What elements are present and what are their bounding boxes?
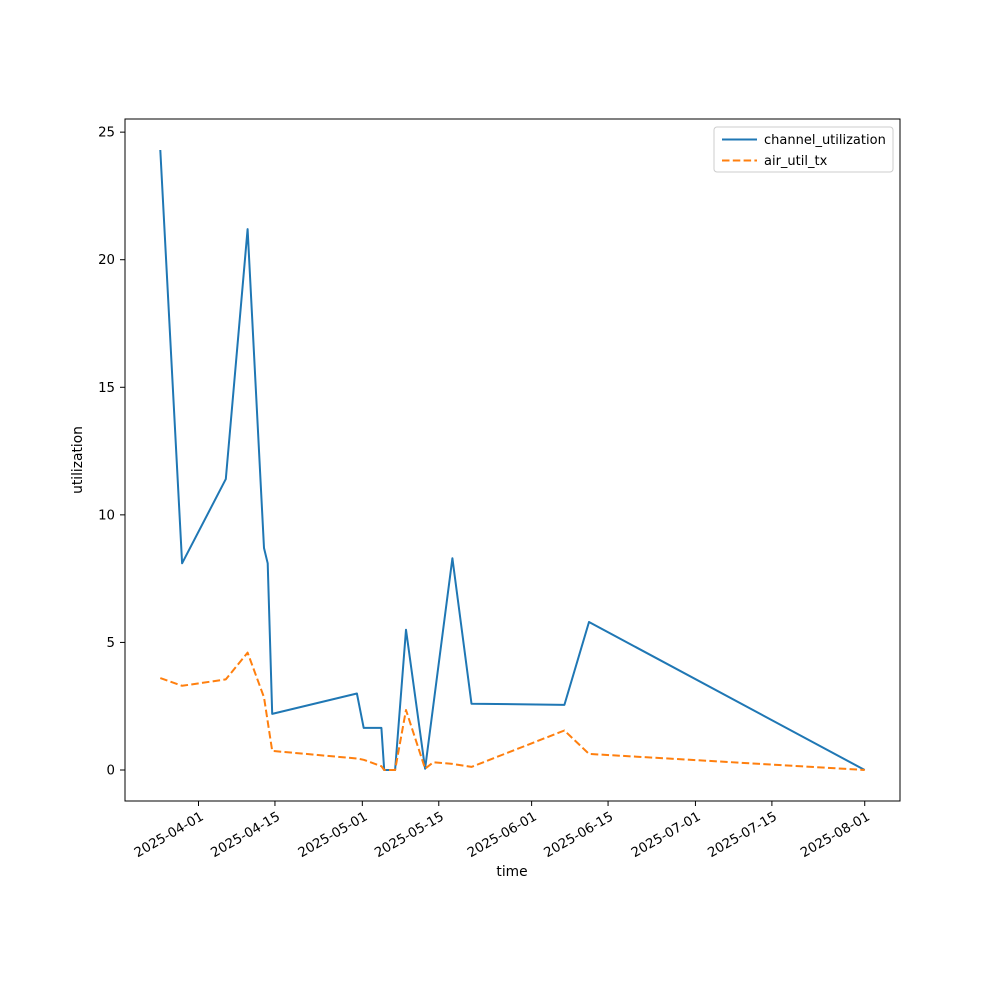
series-line-channel_utilization: [159, 149, 866, 771]
y-tick-label: 25: [98, 126, 115, 141]
y-tick-label: 0: [107, 764, 115, 779]
x-tick-label: 2025-06-15: [542, 809, 616, 861]
x-tick-label: 2025-04-01: [132, 809, 206, 861]
y-tick-label: 10: [98, 508, 115, 523]
axis-ticks: 2025-04-01 2025-04-15 2025-05-01 2025-05-15…: [98, 126, 873, 861]
x-tick-label: 2025-08-01: [798, 809, 872, 861]
x-tick-label: 2025-06-01: [465, 809, 539, 861]
legend-box: [713, 126, 894, 173]
series-lines: [159, 149, 866, 771]
x-tick-label: 2025-07-01: [629, 809, 703, 861]
y-tick-label: 5: [107, 636, 115, 651]
y-axis-label: utilization: [70, 426, 86, 494]
x-tick-label: 2025-05-01: [296, 809, 370, 861]
x-axis-label: time: [496, 864, 527, 880]
legend-label-channel-utilization: channel_utilization: [764, 133, 886, 148]
x-tick-label: 2025-07-15: [705, 809, 779, 861]
y-tick-label: 15: [98, 381, 115, 396]
y-tick-label: 20: [98, 253, 115, 268]
x-tick-label: 2025-04-15: [209, 809, 283, 861]
x-tick-label: 2025-05-15: [372, 809, 446, 861]
legend: channel_utilization air_util_tx: [713, 126, 894, 173]
legend-label-air-util-tx: air_util_tx: [764, 154, 828, 169]
plot-area-border: [124, 118, 901, 802]
series-line-air_util_tx: [159, 651, 865, 771]
